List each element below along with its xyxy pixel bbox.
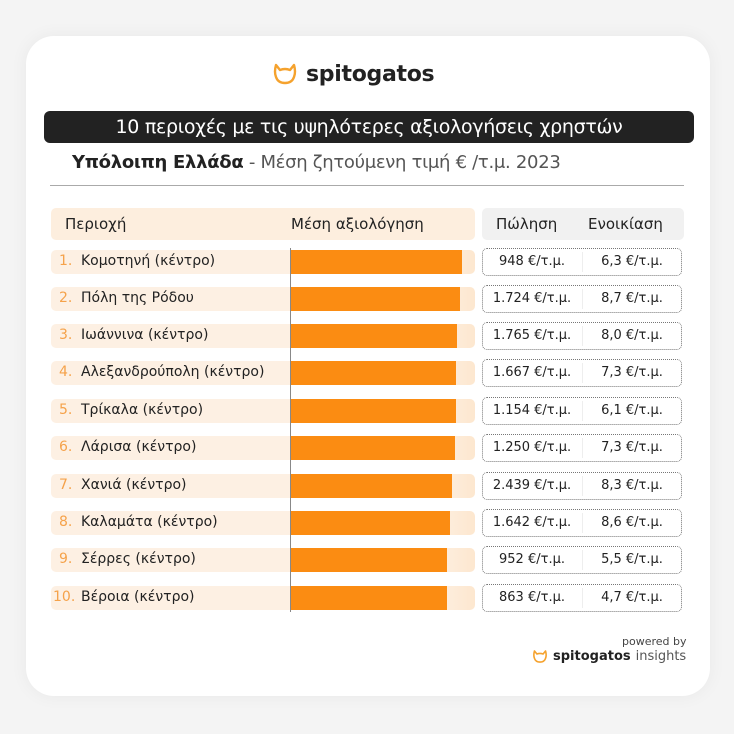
rent-price: 8,7 €/τ.μ. xyxy=(601,291,663,306)
rating-bar xyxy=(291,324,457,348)
rating-bar xyxy=(291,250,462,274)
sale-price: 952 €/τ.μ. xyxy=(499,552,565,567)
rating-bar xyxy=(291,287,460,311)
cell-divider xyxy=(582,363,583,383)
sale-price: 1.765 €/τ.μ. xyxy=(492,328,572,343)
area-name: Πόλη της Ρόδου xyxy=(81,290,194,306)
price-cell: 1.724 €/τ.μ. 8,7 €/τ.μ. xyxy=(482,285,682,313)
rating-bar xyxy=(291,474,453,498)
area-name: Ιωάννινα (κέντρο) xyxy=(81,327,209,343)
footer-brand-suffix: insights xyxy=(635,649,687,664)
rank-number: 6. xyxy=(59,439,73,455)
subtitle-metric: Μέση ζητούμενη τιμή € /τ.μ. 2023 xyxy=(260,152,561,173)
header-area: Περιοχή xyxy=(65,215,127,233)
header-rating: Μέση αξιολόγηση xyxy=(291,215,424,233)
rating-bar xyxy=(291,399,456,423)
area-name: Κομοτηνή (κέντρο) xyxy=(81,253,216,269)
area-name: Λάρισα (κέντρο) xyxy=(81,439,197,455)
cell-divider xyxy=(582,252,583,272)
area-name: Σέρρες (κέντρο) xyxy=(81,551,196,567)
footer-brand: spitogatos xyxy=(553,649,631,664)
rank-number: 4. xyxy=(59,364,73,380)
area-name: Καλαμάτα (κέντρο) xyxy=(81,514,218,530)
rent-price: 7,3 €/τ.μ. xyxy=(601,365,663,380)
rent-price: 8,0 €/τ.μ. xyxy=(601,328,663,343)
sale-price: 1.724 €/τ.μ. xyxy=(492,291,572,306)
subtitle-separator: - xyxy=(243,152,261,173)
area-name: Τρίκαλα (κέντρο) xyxy=(81,402,204,418)
rent-price: 6,3 €/τ.μ. xyxy=(601,254,663,269)
sale-price: 2.439 €/τ.μ. xyxy=(492,478,572,493)
subtitle: Υπόλοιπη Ελλάδα - Μέση ζητούμενη τιμή € … xyxy=(72,152,561,173)
cell-divider xyxy=(582,550,583,570)
rent-price: 6,1 €/τ.μ. xyxy=(601,403,663,418)
sale-price: 1.154 €/τ.μ. xyxy=(492,403,572,418)
rent-price: 4,7 €/τ.μ. xyxy=(601,590,663,605)
price-cell: 1.667 €/τ.μ. 7,3 €/τ.μ. xyxy=(482,359,682,387)
price-cell: 863 €/τ.μ. 4,7 €/τ.μ. xyxy=(482,584,682,612)
cell-divider xyxy=(582,326,583,346)
cell-divider xyxy=(582,438,583,458)
price-cell: 1.154 €/τ.μ. 6,1 €/τ.μ. xyxy=(482,397,682,425)
sale-price: 1.667 €/τ.μ. xyxy=(492,365,572,380)
sale-price: 863 €/τ.μ. xyxy=(499,590,565,605)
chart-axis xyxy=(290,248,291,612)
area-name: Χανιά (κέντρο) xyxy=(81,477,187,493)
header-left: Περιοχή Μέση αξιολόγηση xyxy=(51,208,475,240)
price-cell: 1.642 €/τ.μ. 8,6 €/τ.μ. xyxy=(482,509,682,537)
rank-number: 8. xyxy=(59,514,73,530)
cat-icon xyxy=(273,63,297,85)
cell-divider xyxy=(582,401,583,421)
price-cell: 952 €/τ.μ. 5,5 €/τ.μ. xyxy=(482,546,682,574)
sale-price: 948 €/τ.μ. xyxy=(499,254,565,269)
rent-price: 8,3 €/τ.μ. xyxy=(601,478,663,493)
header-sale: Πώληση xyxy=(496,215,558,233)
page-title: 10 περιοχές με τις υψηλότερες αξιολογήσε… xyxy=(44,111,694,143)
rank-number: 9. xyxy=(59,551,73,567)
rating-bar xyxy=(291,586,448,610)
rank-number: 1. xyxy=(59,253,73,269)
cell-divider xyxy=(582,588,583,608)
price-cell: 1.765 €/τ.μ. 8,0 €/τ.μ. xyxy=(482,322,682,350)
rank-number: 2. xyxy=(59,290,73,306)
cell-divider xyxy=(582,289,583,309)
rank-number: 10. xyxy=(53,589,76,605)
sale-price: 1.250 €/τ.μ. xyxy=(492,440,572,455)
powered-by: powered by xyxy=(622,635,687,648)
footer-logo: spitogatos insights xyxy=(532,649,686,664)
rank-number: 7. xyxy=(59,477,73,493)
cat-icon xyxy=(533,650,547,663)
price-cell: 1.250 €/τ.μ. 7,3 €/τ.μ. xyxy=(482,434,682,462)
rating-bar xyxy=(291,511,451,535)
cell-divider xyxy=(582,476,583,496)
rating-bar xyxy=(291,361,456,385)
rank-number: 3. xyxy=(59,327,73,343)
divider xyxy=(50,185,684,186)
cell-divider xyxy=(582,513,583,533)
rent-price: 5,5 €/τ.μ. xyxy=(601,552,663,567)
rating-bar xyxy=(291,436,455,460)
price-cell: 2.439 €/τ.μ. 8,3 €/τ.μ. xyxy=(482,472,682,500)
rent-price: 7,3 €/τ.μ. xyxy=(601,440,663,455)
sale-price: 1.642 €/τ.μ. xyxy=(492,515,572,530)
subtitle-region: Υπόλοιπη Ελλάδα xyxy=(72,152,244,173)
header-rent: Ενοικίαση xyxy=(588,215,663,233)
rank-number: 5. xyxy=(59,402,73,418)
brand-logo: spitogatos xyxy=(272,58,435,90)
price-cell: 948 €/τ.μ. 6,3 €/τ.μ. xyxy=(482,248,682,276)
rent-price: 8,6 €/τ.μ. xyxy=(601,515,663,530)
area-name: Βέροια (κέντρο) xyxy=(81,589,195,605)
area-name: Αλεξανδρούπολη (κέντρο) xyxy=(81,364,265,380)
brand-name: spitogatos xyxy=(306,61,435,87)
header-right: Πώληση Ενοικίαση xyxy=(482,208,684,240)
rating-bar xyxy=(291,548,448,572)
